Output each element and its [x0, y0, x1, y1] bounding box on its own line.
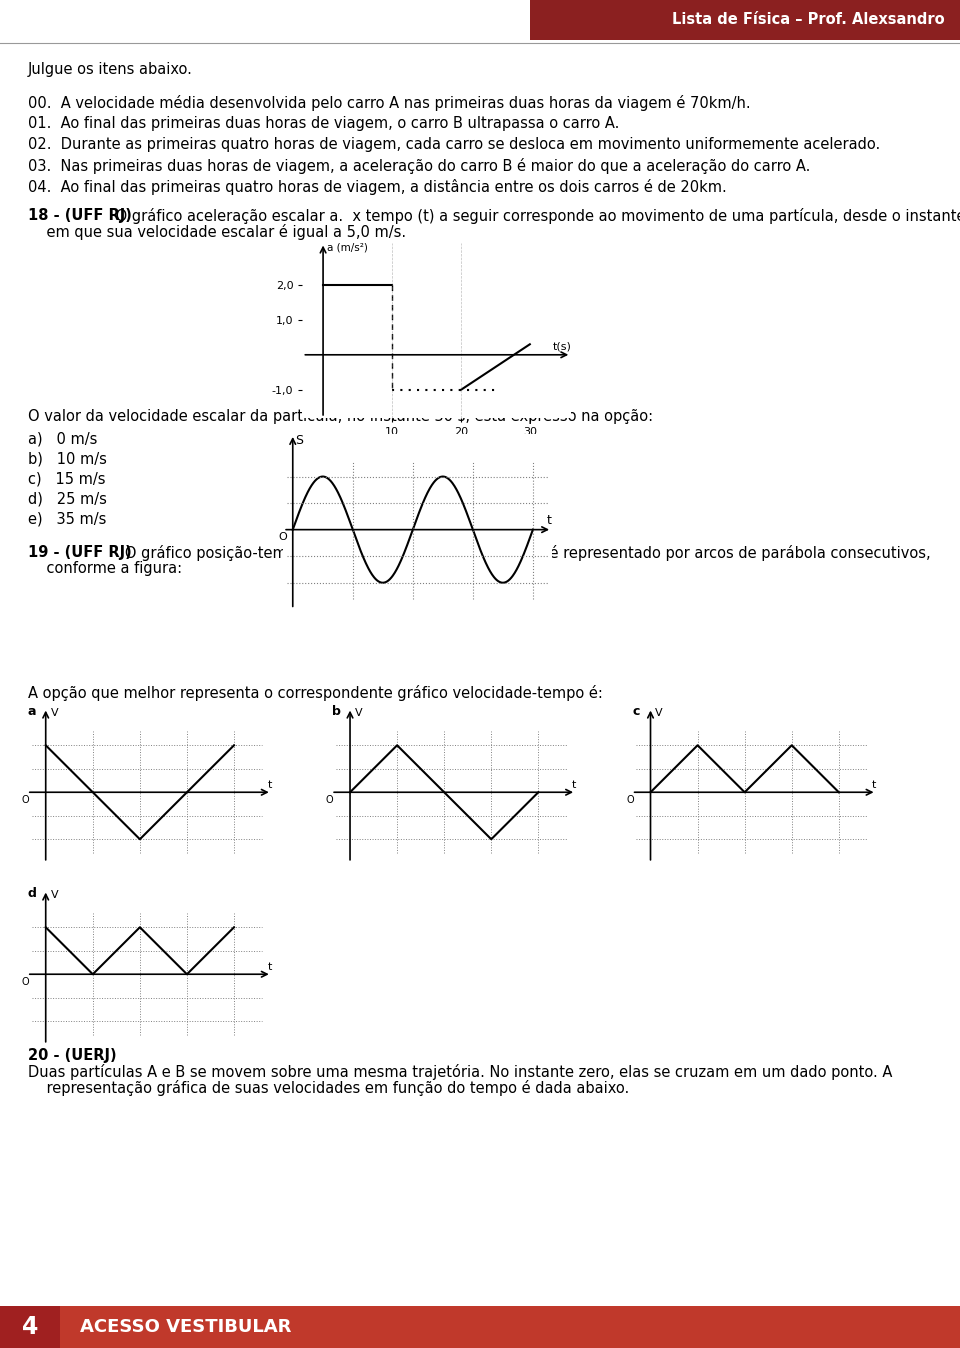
Bar	[0, 1306, 960, 1348]
Text: a)   0 m/s: a) 0 m/s	[28, 431, 97, 448]
Text: Duas partículas A e B se movem sobre uma mesma trajetória. No instante zero, ela: Duas partículas A e B se movem sobre uma…	[28, 1064, 893, 1080]
Text: O: O	[627, 794, 634, 805]
Text: 4: 4	[22, 1316, 38, 1339]
Text: ACESSO VESTIBULAR: ACESSO VESTIBULAR	[80, 1318, 292, 1336]
Text: V: V	[51, 890, 58, 899]
Text: Lista de Física – Prof. Alexsandro: Lista de Física – Prof. Alexsandro	[672, 12, 945, 27]
Text: A opção que melhor representa o correspondente gráfico velocidade-tempo é:: A opção que melhor representa o correspo…	[28, 685, 603, 701]
Bar	[0, 1306, 60, 1348]
Text: c)   15 m/s: c) 15 m/s	[28, 472, 106, 487]
Text: t: t	[872, 780, 876, 790]
Text: a: a	[28, 705, 36, 718]
Text: O: O	[326, 794, 333, 805]
Text: 00.  A velocidade média desenvolvida pelo carro A nas primeiras duas horas da vi: 00. A velocidade média desenvolvida pelo…	[28, 94, 751, 111]
Text: d: d	[28, 887, 36, 900]
Text: 19 - (UFF RJ): 19 - (UFF RJ)	[28, 545, 132, 559]
Text: a (m/s²): a (m/s²)	[326, 243, 368, 252]
Text: em que sua velocidade escalar é igual a 5,0 m/s.: em que sua velocidade escalar é igual a …	[28, 224, 406, 240]
Text: V: V	[656, 708, 662, 717]
Text: b)   10 m/s: b) 10 m/s	[28, 452, 107, 466]
Text: conforme a figura:: conforme a figura:	[28, 561, 182, 576]
Text: 20 - (UERJ): 20 - (UERJ)	[28, 1047, 116, 1064]
Text: S: S	[295, 434, 302, 448]
Text: O: O	[22, 976, 29, 987]
Text: b: b	[332, 705, 341, 718]
Text: 04.  Ao final das primeiras quatro horas de viagem, a distância entre os dois ca: 04. Ao final das primeiras quatro horas …	[28, 179, 727, 195]
Text: 03.  Nas primeiras duas horas de viagem, a aceleração do carro B é maior do que : 03. Nas primeiras duas horas de viagem, …	[28, 158, 810, 174]
Text: t: t	[571, 780, 576, 790]
Text: e)   35 m/s: e) 35 m/s	[28, 512, 107, 527]
Text: representação gráfica de suas velocidades em função do tempo é dada abaixo.: representação gráfica de suas velocidade…	[28, 1080, 629, 1096]
Text: Julgue os itens abaixo.: Julgue os itens abaixo.	[28, 62, 193, 77]
Text: O: O	[278, 532, 287, 542]
Text: O gráfico posição-tempo do movimento de uma partícula é representado por arcos d: O gráfico posição-tempo do movimento de …	[111, 545, 930, 561]
Bar	[530, 0, 960, 40]
Text: t: t	[267, 780, 272, 790]
Text: O valor da velocidade escalar da partícula, no instante 30 s, está expresso na o: O valor da velocidade escalar da partícu…	[28, 408, 653, 425]
Text: O: O	[22, 794, 29, 805]
Text: d)   25 m/s: d) 25 m/s	[28, 492, 107, 507]
Text: t(s): t(s)	[552, 341, 571, 352]
Text: 01.  Ao final das primeiras duas horas de viagem, o carro B ultrapassa o carro A: 01. Ao final das primeiras duas horas de…	[28, 116, 619, 131]
Text: 18 - (UFF RJ): 18 - (UFF RJ)	[28, 208, 132, 222]
Text: c: c	[633, 705, 640, 718]
Text: t: t	[267, 962, 272, 972]
Text: t: t	[547, 514, 552, 527]
Text: V: V	[355, 708, 362, 717]
Text: O gráfico aceleração escalar a.  x tempo (t) a seguir corresponde ao movimento d: O gráfico aceleração escalar a. x tempo …	[111, 208, 960, 224]
Text: V: V	[51, 708, 58, 717]
Text: 02.  Durante as primeiras quatro horas de viagem, cada carro se desloca em movim: 02. Durante as primeiras quatro horas de…	[28, 137, 880, 152]
